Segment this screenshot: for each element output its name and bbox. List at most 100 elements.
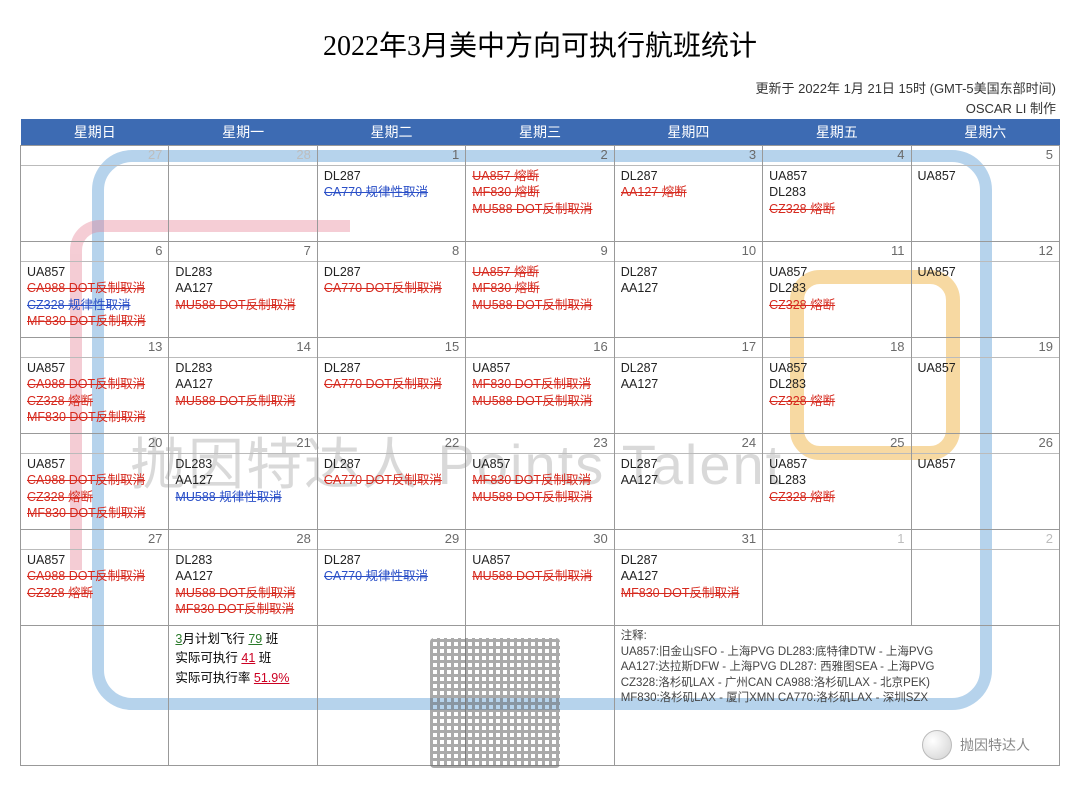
calendar-row: 13UA857CA988 DOT反制取消CZ328 熔断MF830 DOT反制取… (21, 338, 1060, 434)
flight-entry: DL283 (769, 376, 906, 393)
calendar-cell: 28 (169, 146, 317, 242)
flight-entry: UA857 (472, 360, 609, 377)
calendar-cell: 18UA857DL283CZ328 熔断 (763, 338, 911, 434)
day-number: 29 (318, 530, 465, 550)
calendar-cell: 11UA857DL283CZ328 熔断 (763, 242, 911, 338)
calendar-cell: 12UA857 (911, 242, 1059, 338)
day-number: 30 (466, 530, 613, 550)
page-title: 2022年3月美中方向可执行航班统计 (20, 24, 1060, 64)
flights-list: UA857 熔断MF830 熔断MU588 DOT反制取消 (466, 262, 613, 316)
flight-entry: DL287 (621, 168, 758, 185)
calendar-row: 27UA857CA988 DOT反制取消CZ328 熔断28DL283AA127… (21, 530, 1060, 626)
day-number: 23 (466, 434, 613, 454)
day-number: 9 (466, 242, 613, 262)
flights-list: UA857 (912, 166, 1059, 187)
flights-list: DL287AA127MF830 DOT反制取消 (615, 550, 762, 604)
calendar-cell: 28DL283AA127MU588 DOT反制取消MF830 DOT反制取消 (169, 530, 317, 626)
flight-entry: CZ328 熔断 (769, 393, 906, 410)
flight-entry: UA857 (472, 456, 609, 473)
flight-entry: CZ328 规律性取消 (27, 297, 164, 314)
weekday-thu: 星期四 (614, 119, 762, 146)
calendar-cell (317, 626, 465, 766)
flight-entry: CZ328 熔断 (769, 201, 906, 218)
flight-entry: DL283 (175, 552, 312, 569)
flight-entry: AA127 (621, 568, 758, 585)
day-number: 16 (466, 338, 613, 358)
flights-list: UA857CA988 DOT反制取消CZ328 熔断MF830 DOT反制取消 (21, 358, 168, 428)
flight-entry: DL283 (769, 472, 906, 489)
flight-entry: MU588 规律性取消 (175, 489, 312, 506)
flights-list: UA857DL283CZ328 熔断 (763, 166, 910, 220)
summary-actual: 41 (241, 651, 255, 665)
flight-entry: MF830 DOT反制取消 (472, 376, 609, 393)
flights-list (169, 166, 316, 170)
flights-list: UA857DL283CZ328 熔断 (763, 358, 910, 412)
flight-entry: MU588 DOT反制取消 (175, 297, 312, 314)
flight-entry: AA127 (175, 280, 312, 297)
flight-entry: CZ328 熔断 (27, 489, 164, 506)
calendar-cell: 16UA857MF830 DOT反制取消MU588 DOT反制取消 (466, 338, 614, 434)
calendar-cell: 26UA857 (911, 434, 1059, 530)
flights-list: DL283AA127MU588 DOT反制取消MF830 DOT反制取消 (169, 550, 316, 620)
flights-list: UA857DL283CZ328 熔断 (763, 454, 910, 508)
flight-entry: MU588 DOT反制取消 (472, 568, 609, 585)
flight-entry: AA127 (621, 376, 758, 393)
flight-entry: AA127 熔断 (621, 184, 758, 201)
flight-entry: AA127 (175, 472, 312, 489)
flight-entry: UA857 熔断 (472, 264, 609, 281)
day-number: 14 (169, 338, 316, 358)
flight-entry: CA988 DOT反制取消 (27, 376, 164, 393)
summary-month: 3 (175, 632, 182, 646)
day-number: 4 (763, 146, 910, 166)
flights-list: UA857CA988 DOT反制取消CZ328 熔断 (21, 550, 168, 604)
calendar-cell: 23UA857MF830 DOT反制取消MU588 DOT反制取消 (466, 434, 614, 530)
day-number: 8 (318, 242, 465, 262)
calendar-cell: 2 (911, 530, 1059, 626)
day-number: 12 (912, 242, 1059, 262)
calendar-cell (21, 626, 169, 766)
flights-list: UA857MF830 DOT反制取消MU588 DOT反制取消 (466, 454, 613, 508)
flight-entry: MF830 DOT反制取消 (27, 409, 164, 426)
flight-entry: UA857 (769, 168, 906, 185)
meta-line-2: OSCAR LI 制作 (20, 100, 1056, 118)
flights-list: DL287CA770 DOT反制取消 (318, 262, 465, 299)
flight-entry: MF830 DOT反制取消 (472, 472, 609, 489)
day-number: 11 (763, 242, 910, 262)
calendar-cell: 27 (21, 146, 169, 242)
calendar-cell: 29DL287CA770 规律性取消 (317, 530, 465, 626)
calendar-cell: 10DL287AA127 (614, 242, 762, 338)
day-number: 26 (912, 434, 1059, 454)
calendar-cell: 24DL287AA127 (614, 434, 762, 530)
day-number: 2 (466, 146, 613, 166)
weekday-fri: 星期五 (763, 119, 911, 146)
weekday-mon: 星期一 (169, 119, 317, 146)
flights-list: DL283AA127MU588 DOT反制取消 (169, 358, 316, 412)
weekday-sun: 星期日 (21, 119, 169, 146)
day-number: 21 (169, 434, 316, 454)
flight-entry: UA857 (27, 360, 164, 377)
flights-list: DL283AA127MU588 规律性取消 (169, 454, 316, 508)
day-number: 18 (763, 338, 910, 358)
calendar-cell: 4UA857DL283CZ328 熔断 (763, 146, 911, 242)
calendar-cell: 7DL283AA127MU588 DOT反制取消 (169, 242, 317, 338)
calendar-table: 星期日 星期一 星期二 星期三 星期四 星期五 星期六 27281DL287CA… (20, 119, 1060, 766)
flights-list (763, 550, 910, 554)
flights-list: UA857MU588 DOT反制取消 (466, 550, 613, 587)
legend-line: UA857:旧金山SFO - 上海PVG DL283:底特律DTW - 上海PV… (621, 645, 1053, 661)
flight-entry: UA857 熔断 (472, 168, 609, 185)
flight-entry: MU588 DOT反制取消 (472, 201, 609, 218)
calendar-cell: 17DL287AA127 (614, 338, 762, 434)
calendar-cell: 25UA857DL283CZ328 熔断 (763, 434, 911, 530)
flight-entry: DL283 (175, 360, 312, 377)
calendar-cell: 21DL283AA127MU588 规律性取消 (169, 434, 317, 530)
flight-entry: UA857 (27, 552, 164, 569)
flight-entry: UA857 (769, 456, 906, 473)
flight-entry: CA988 DOT反制取消 (27, 472, 164, 489)
flight-entry: UA857 (918, 360, 1055, 377)
page: 2022年3月美中方向可执行航班统计 更新于 2022年 1月 21日 15时 … (0, 0, 1080, 766)
flights-list: DL287CA770 DOT反制取消 (318, 454, 465, 491)
flight-entry: UA857 (27, 456, 164, 473)
flight-entry: AA127 (175, 568, 312, 585)
calendar-cell: 5UA857 (911, 146, 1059, 242)
flight-entry: MF830 DOT反制取消 (621, 585, 758, 602)
